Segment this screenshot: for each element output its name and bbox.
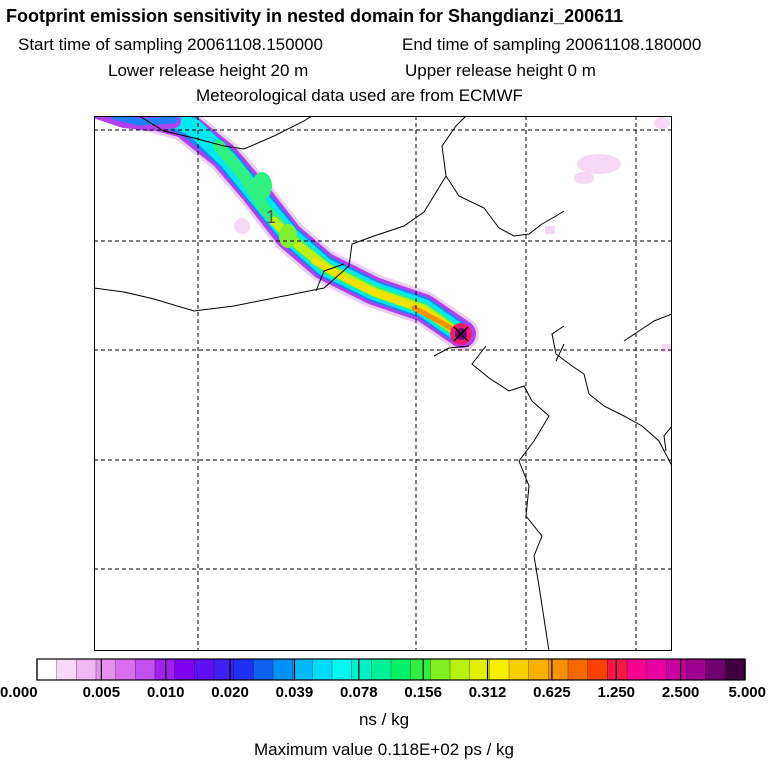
colorbar-tick-label: 0.039 [275, 684, 314, 701]
colorbar-tick-label: 1.250 [597, 684, 636, 701]
colorbar-cell [607, 658, 628, 681]
colorbar-cell [213, 658, 235, 681]
colorbar-cell [331, 658, 353, 681]
colorbar-cell [567, 658, 589, 681]
lower-release-height-label: Lower release height 20 m [108, 61, 309, 80]
colorbar-tick-label: 2.500 [661, 684, 700, 701]
colorbar-tick-label: 0.156 [404, 684, 442, 701]
colorbar-tick-label: 0.020 [211, 684, 249, 701]
colorbar-cell [272, 658, 294, 681]
contour-label: 1 [266, 207, 276, 227]
colorbar-cell [469, 658, 490, 681]
colorbar-cell [489, 658, 510, 681]
colorbar-cell [115, 658, 136, 681]
colorbar-cell [666, 658, 687, 681]
colorbar-cell [154, 658, 176, 681]
coastlines-borders [94, 116, 672, 651]
colorbar-cell [351, 658, 372, 681]
end-time-label: End time of sampling 20061108.180000 [402, 35, 702, 54]
colorbar [36, 658, 746, 681]
colorbar-unit-label: ns / kg [358, 710, 410, 729]
colorbar-cell [292, 658, 313, 681]
colorbar-cell [174, 658, 195, 681]
faint-sensitivity-patches [234, 117, 671, 352]
colorbar-cell [449, 658, 471, 681]
upper-release-height-label: Upper release height 0 m [405, 61, 596, 80]
colorbar-cell [312, 658, 333, 681]
maximum-value-label: Maximum value 0.118E+02 ps / kg [253, 740, 514, 759]
colorbar-cell [410, 658, 431, 681]
colorbar-cell [725, 658, 746, 681]
colorbar-cell [371, 658, 392, 681]
lat-lon-grid [94, 116, 672, 651]
colorbar-cell [390, 658, 412, 681]
map-background [94, 116, 672, 651]
colorbar-tick-label: 0.078 [340, 684, 378, 701]
colorbar-cell [430, 658, 451, 681]
plot-title: Footprint emission sensitivity in nested… [6, 6, 624, 26]
colorbar-cell [95, 658, 117, 681]
receptor-x-icon [453, 326, 469, 342]
map-frame [94, 116, 672, 651]
colorbar-tick-label: 0.312 [468, 684, 507, 701]
footprint-map: 1 [94, 116, 672, 651]
colorbar-cells [36, 658, 746, 681]
meteo-data-label: Meteorological data used are from ECMWF [196, 86, 523, 105]
colorbar-cell [528, 658, 549, 681]
colorbar-cell [253, 658, 274, 681]
colorbar-tick-label: 0.005 [82, 684, 121, 701]
colorbar-cell [76, 658, 97, 681]
colorbar-tick-label: 5.000 [728, 684, 766, 701]
colorbar-cell [705, 658, 726, 681]
colorbar-cell [587, 658, 608, 681]
colorbar-cell [508, 658, 530, 681]
colorbar-cell [56, 658, 77, 681]
colorbar-cell [194, 658, 215, 681]
colorbar-cell [135, 658, 156, 681]
colorbar-frame [36, 658, 746, 681]
colorbar-cell [626, 658, 648, 681]
start-time-label: Start time of sampling 20061108.150000 [18, 35, 323, 54]
colorbar-cell [233, 658, 254, 681]
colorbar-cell [685, 658, 707, 681]
colorbar-tick-label: 0.625 [533, 684, 571, 701]
colorbar-ticks [36, 659, 746, 680]
colorbar-tick-label: 0.010 [146, 684, 185, 701]
colorbar-tick-label: 0.000 [0, 684, 38, 701]
colorbar-cell [646, 658, 667, 681]
colorbar-cell [36, 658, 58, 681]
